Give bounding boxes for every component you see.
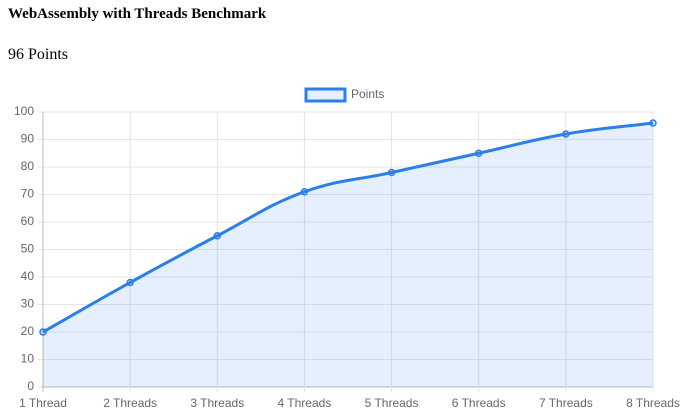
- y-tick-label: 20: [21, 324, 35, 338]
- score: 96 Points: [8, 46, 69, 63]
- x-tick-label: 4 Threads: [278, 396, 332, 410]
- y-tick-label: 10: [21, 352, 35, 366]
- x-tick-label: 7 Threads: [539, 396, 593, 410]
- x-tick-label: 5 Threads: [365, 396, 419, 410]
- heading: WebAssembly with Threads Benchmark: [8, 6, 267, 22]
- y-tick-label: 70: [21, 187, 35, 201]
- point: [649, 119, 657, 127]
- x-tick-label: 1 Thread: [19, 396, 67, 410]
- legend-label: Points: [351, 87, 384, 101]
- y-tick-label: 60: [21, 214, 35, 228]
- legend-swatch: [304, 87, 347, 103]
- y-tick-label: 80: [21, 159, 35, 173]
- y-tick-label: 0: [27, 379, 34, 393]
- area: [43, 123, 653, 387]
- point: [213, 232, 222, 240]
- y-tick-label: 90: [21, 132, 35, 146]
- y-tick-label: 30: [21, 297, 35, 311]
- line: [42, 121, 654, 334]
- point: [39, 328, 47, 336]
- y-tick-label: 40: [21, 269, 35, 283]
- x-tick-label: 8 Threads: [626, 396, 680, 410]
- y-tick-label: 100: [14, 104, 34, 118]
- x-tick-label: 3 Threads: [190, 396, 244, 410]
- point: [562, 130, 570, 138]
- point: [474, 149, 483, 157]
- point: [387, 168, 396, 177]
- x-tick-label: 2 Threads: [103, 396, 157, 410]
- point: [126, 278, 134, 287]
- x-tick-label: 6 Threads: [452, 396, 506, 410]
- point: [300, 188, 309, 196]
- y-tick-label: 50: [21, 242, 35, 256]
